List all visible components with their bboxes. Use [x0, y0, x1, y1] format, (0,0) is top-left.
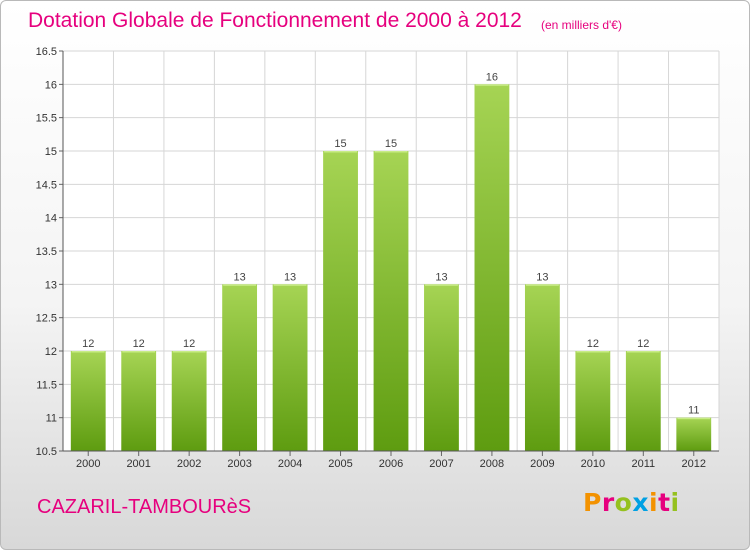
bar-highlight: [475, 84, 509, 86]
proxiti-logo: Proxiti: [583, 488, 680, 517]
bar-highlight: [374, 151, 408, 153]
data-label: 13: [233, 271, 245, 283]
commune-name: CAZARIL-TAMBOURèS: [37, 496, 252, 518]
brand-letter: t: [658, 488, 671, 517]
chart-subtitle: (en milliers d'€): [541, 18, 622, 32]
x-tick-label: 2003: [227, 458, 251, 470]
x-tick-label: 2006: [379, 458, 403, 470]
x-tick-label: 2001: [126, 458, 150, 470]
bar-highlight: [122, 351, 156, 353]
bar: [575, 351, 611, 451]
y-tick-label: 10.5: [36, 446, 57, 458]
data-label: 16: [486, 71, 498, 83]
bar: [222, 284, 258, 451]
bar: [323, 151, 358, 451]
bar: [70, 351, 106, 451]
data-label: 13: [536, 271, 548, 283]
bar: [424, 284, 459, 451]
bar-highlight: [576, 351, 610, 353]
y-tick-label: 11.5: [36, 379, 57, 391]
bar: [373, 151, 409, 451]
y-tick-label: 16: [45, 79, 57, 91]
data-label: 13: [284, 271, 296, 283]
y-tick-label: 15.5: [36, 113, 57, 125]
data-label: 15: [334, 138, 346, 150]
y-tick-label: 12.5: [36, 313, 57, 325]
y-tick-label: 15: [45, 146, 57, 158]
bar: [121, 351, 157, 451]
y-tick-label: 13: [45, 279, 57, 291]
bar-highlight: [273, 284, 307, 286]
labels: 10.5 11 11.5 12 12.5 13 13.5 14 14.5 15 15.5 16 16.5…: [36, 46, 706, 470]
y-tick-label: 13.5: [36, 246, 57, 258]
y-tick-label: 14.5: [36, 179, 57, 191]
data-label: 12: [82, 338, 94, 350]
bar: [625, 351, 661, 451]
bar-highlight: [223, 284, 257, 286]
x-tick-label: 2008: [480, 458, 504, 470]
data-label: 11: [688, 405, 699, 417]
data-label: 12: [587, 338, 599, 350]
bar-highlight: [525, 284, 559, 286]
x-tick-label: 2010: [581, 458, 605, 470]
data-label: 12: [133, 338, 145, 350]
brand-letter: o: [614, 488, 633, 517]
axes: [59, 50, 719, 456]
x-tick-label: 2000: [76, 458, 100, 470]
brand-letter: i: [649, 488, 659, 517]
bar-highlight: [172, 351, 206, 353]
bar-highlight: [626, 351, 660, 353]
x-tick-label: 2005: [328, 458, 352, 470]
y-tick-label: 12: [45, 346, 57, 358]
x-tick-label: 2002: [177, 458, 201, 470]
brand-letter: i: [670, 488, 680, 517]
bar: [676, 417, 712, 451]
x-tick-label: 2004: [278, 458, 302, 470]
brand-letter: x: [632, 488, 649, 517]
bar-highlight: [677, 417, 711, 420]
bar-highlight: [324, 151, 357, 153]
x-tick-label: 2012: [682, 458, 706, 470]
x-tick-label: 2009: [530, 458, 554, 470]
bar: [272, 284, 308, 451]
brand-letter: r: [601, 488, 615, 517]
bar: [474, 84, 510, 451]
y-tick-label: 14: [45, 213, 57, 225]
x-tick-label: 2007: [429, 458, 453, 470]
data-label: 13: [435, 271, 447, 283]
data-label: 15: [385, 138, 397, 150]
bar: [524, 284, 560, 451]
bar-highlight: [71, 351, 105, 353]
data-label: 12: [183, 338, 195, 350]
y-tick-label: 16.5: [36, 46, 57, 58]
data-label: 12: [637, 338, 649, 350]
bar-highlight: [425, 284, 458, 286]
x-tick-label: 2011: [631, 458, 655, 470]
bars: [70, 84, 712, 451]
brand-letter: P: [583, 488, 602, 517]
bar: [171, 351, 207, 451]
chart-title: Dotation Globale de Fonctionnement de 20…: [28, 9, 522, 32]
y-tick-label: 11: [46, 413, 57, 425]
